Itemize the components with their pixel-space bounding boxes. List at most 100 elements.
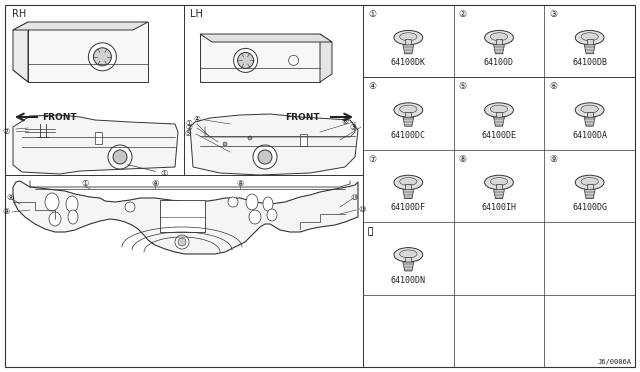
Polygon shape (493, 45, 504, 54)
Text: ⑤: ⑤ (184, 129, 191, 138)
Ellipse shape (394, 248, 423, 262)
Text: ④: ④ (368, 83, 376, 92)
Ellipse shape (581, 177, 598, 186)
Circle shape (289, 55, 299, 65)
Ellipse shape (400, 105, 417, 113)
Ellipse shape (49, 212, 61, 226)
Text: 64100DK: 64100DK (391, 58, 426, 67)
Circle shape (234, 48, 258, 73)
Text: ④: ④ (193, 115, 200, 125)
Bar (586, 184, 593, 190)
Bar (300, 134, 307, 146)
Bar (200, 34, 320, 82)
Bar (28, 22, 148, 82)
Bar (405, 257, 412, 262)
Bar (496, 184, 502, 190)
Text: ⑦: ⑦ (3, 126, 10, 135)
Text: ②: ② (459, 10, 467, 19)
Ellipse shape (400, 250, 417, 258)
Bar (405, 112, 412, 117)
Text: 64100DF: 64100DF (391, 203, 426, 212)
Text: 64100DC: 64100DC (391, 131, 426, 140)
Circle shape (258, 150, 272, 164)
Text: 64100DG: 64100DG (572, 203, 607, 212)
Text: ⑧: ⑧ (459, 155, 467, 164)
Polygon shape (13, 22, 28, 82)
Circle shape (175, 235, 189, 249)
Text: ⑩: ⑩ (358, 205, 365, 215)
Ellipse shape (394, 31, 423, 45)
Polygon shape (584, 190, 595, 199)
Circle shape (248, 136, 252, 140)
Text: 64100DA: 64100DA (572, 131, 607, 140)
Bar (586, 112, 593, 117)
Text: ⑥: ⑥ (549, 83, 557, 92)
Text: ⑩: ⑩ (350, 192, 358, 202)
Ellipse shape (394, 175, 423, 190)
Polygon shape (190, 114, 358, 175)
Polygon shape (584, 117, 595, 126)
Ellipse shape (249, 210, 261, 224)
Polygon shape (320, 34, 332, 82)
Text: ①: ① (368, 10, 376, 19)
Text: ⑧: ⑧ (151, 180, 159, 189)
Ellipse shape (267, 209, 277, 221)
Text: ⑯: ⑯ (368, 227, 373, 236)
Circle shape (253, 145, 277, 169)
Ellipse shape (263, 197, 273, 211)
Ellipse shape (490, 33, 508, 41)
Text: ⑨: ⑨ (3, 208, 10, 217)
Ellipse shape (490, 177, 508, 186)
Text: ⑨: ⑨ (6, 192, 13, 202)
Polygon shape (13, 115, 178, 174)
Polygon shape (403, 190, 413, 199)
Ellipse shape (45, 193, 59, 211)
Text: ⑦: ⑦ (368, 155, 376, 164)
Text: 64100D: 64100D (484, 58, 514, 67)
Text: 64100DE: 64100DE (481, 131, 516, 140)
Bar (405, 184, 412, 190)
Text: ⑧: ⑧ (236, 180, 244, 189)
Ellipse shape (66, 196, 78, 212)
Text: J6/0006A: J6/0006A (598, 359, 632, 365)
Text: 64100DB: 64100DB (572, 58, 607, 67)
Text: ⑥: ⑥ (341, 118, 348, 126)
Ellipse shape (68, 210, 78, 224)
Circle shape (93, 48, 111, 66)
Ellipse shape (490, 105, 508, 113)
Text: ①: ① (81, 180, 89, 189)
Polygon shape (13, 181, 358, 254)
Polygon shape (403, 262, 413, 271)
Ellipse shape (400, 33, 417, 41)
Ellipse shape (484, 103, 513, 117)
Text: ⑤: ⑤ (459, 83, 467, 92)
Circle shape (108, 145, 132, 169)
Bar (405, 39, 412, 45)
Polygon shape (403, 117, 413, 126)
Bar (586, 39, 593, 45)
Circle shape (88, 43, 116, 71)
Circle shape (113, 150, 127, 164)
Ellipse shape (581, 33, 598, 41)
Text: ①: ① (185, 119, 192, 128)
Text: RH: RH (12, 9, 26, 19)
Circle shape (125, 202, 135, 212)
Text: ③: ③ (349, 122, 356, 131)
Ellipse shape (246, 194, 258, 210)
Ellipse shape (575, 103, 604, 117)
Bar (496, 112, 502, 117)
Ellipse shape (484, 31, 513, 45)
Text: ⑨: ⑨ (549, 155, 557, 164)
Text: FRONT: FRONT (42, 112, 77, 122)
Ellipse shape (575, 31, 604, 45)
Text: FRONT: FRONT (285, 112, 319, 122)
Text: ③: ③ (549, 10, 557, 19)
Text: ①: ① (160, 169, 168, 177)
Text: 64100DN: 64100DN (391, 276, 426, 285)
Ellipse shape (484, 175, 513, 190)
Ellipse shape (575, 175, 604, 190)
Circle shape (223, 142, 227, 146)
Bar (95, 132, 102, 144)
Bar (160, 200, 205, 232)
Text: ②: ② (185, 124, 192, 132)
